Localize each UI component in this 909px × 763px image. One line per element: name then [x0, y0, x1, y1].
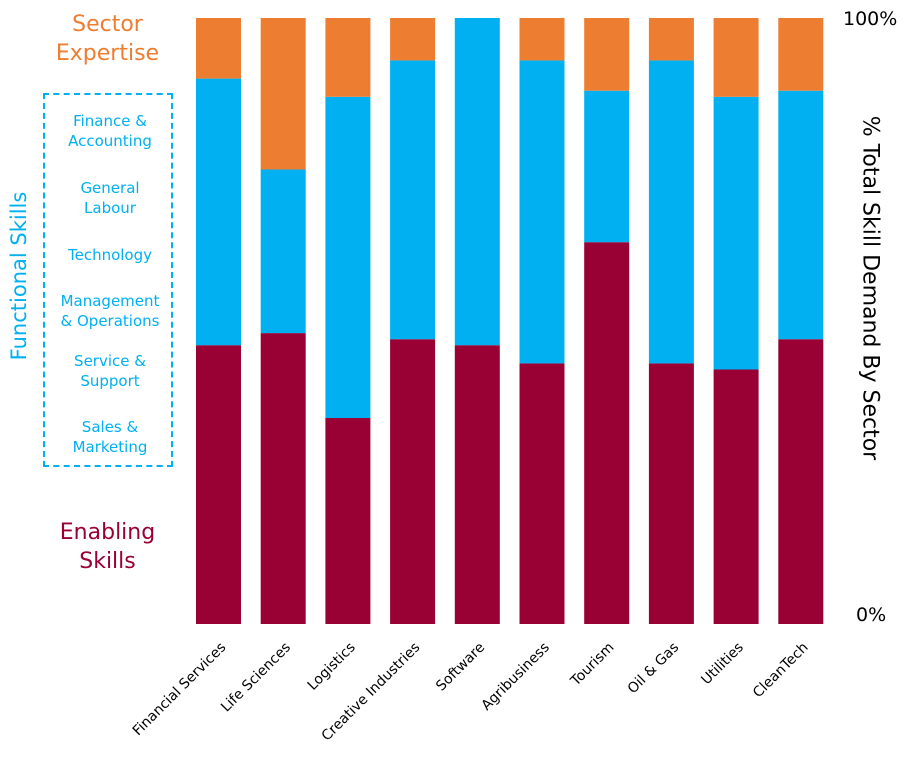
- bar-segment: [325, 18, 371, 97]
- bar-segment: [648, 60, 694, 364]
- x-tick-label: Oil & Gas: [625, 640, 683, 698]
- bar-segment: [196, 18, 241, 79]
- legend-sector-expertise: Sector Expertise: [55, 12, 160, 66]
- x-tick-label: Agribusiness: [478, 640, 552, 714]
- bar-segment: [196, 78, 241, 346]
- legend-finance-accounting: Finance & Accounting: [68, 112, 152, 150]
- bar-segment: [454, 345, 500, 624]
- y-axis-label: % Total Skill Demand By Sector: [857, 115, 883, 461]
- bar-segment: [778, 339, 824, 624]
- bar-segment: [390, 339, 436, 624]
- legend-service-support: Service & Support: [74, 352, 146, 390]
- x-tick-label: Utilities: [698, 640, 747, 689]
- x-tick-label: Tourism: [567, 640, 617, 690]
- y-tick-0: 0%: [856, 604, 887, 626]
- bar-segment: [260, 18, 306, 170]
- legend-functional-skills-title: Functional Skills: [7, 191, 31, 361]
- bar-segment: [519, 363, 565, 624]
- bar-segment: [778, 90, 824, 340]
- bar-segment: [713, 18, 759, 97]
- bar-segment: [260, 333, 306, 624]
- x-tick-label: Software: [433, 640, 488, 695]
- bar-segment: [325, 96, 371, 419]
- bar-segment: [390, 18, 436, 61]
- bar-segment: [713, 369, 759, 624]
- x-tick-label: Financial Services: [130, 640, 230, 740]
- x-tick-label: CleanTech: [750, 640, 812, 702]
- legend-sales-marketing: Sales & Marketing: [72, 418, 148, 456]
- legend-technology: Technology: [67, 246, 153, 264]
- bar-segment: [713, 96, 759, 370]
- bar-segment: [196, 345, 241, 624]
- bar-segment: [584, 242, 630, 624]
- bar-segment: [260, 169, 306, 334]
- x-tick-label: Life Sciences: [218, 640, 294, 716]
- x-tick-label: Logistics: [305, 640, 359, 694]
- bar-segment: [584, 90, 630, 243]
- bar-segment: [778, 18, 824, 91]
- bar-segment: [519, 18, 565, 61]
- bars-group: [196, 18, 824, 624]
- legend-general-labour: General Labour: [80, 179, 140, 217]
- bar-segment: [454, 18, 500, 346]
- functional-skills-box: Finance & Accounting General Labour Tech…: [43, 93, 173, 467]
- legend-management-operations: Management & Operations: [60, 292, 160, 330]
- bar-segment: [648, 363, 694, 624]
- bar-segment: [519, 60, 565, 364]
- y-tick-100: 100%: [843, 8, 898, 30]
- bar-segment: [584, 18, 630, 91]
- bar-segment: [390, 60, 436, 340]
- bar-segment: [325, 418, 371, 624]
- legend-enabling-skills: Enabling Skills: [59, 520, 156, 574]
- bar-segment: [648, 18, 694, 61]
